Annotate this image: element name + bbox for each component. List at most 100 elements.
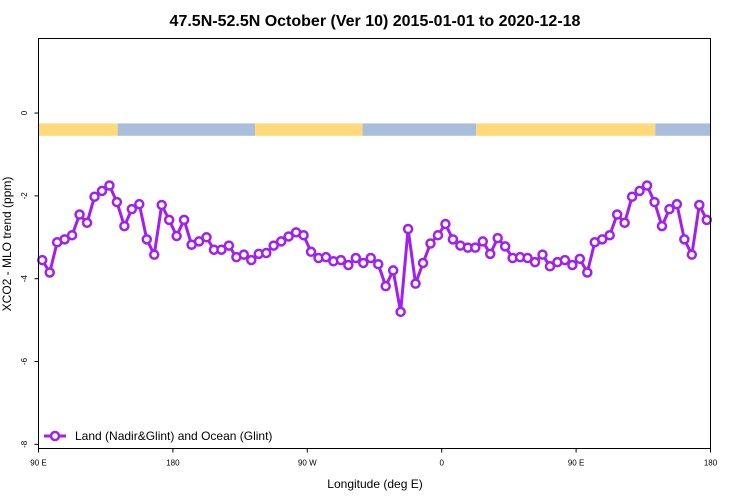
strip-segment-land	[255, 123, 363, 136]
data-point	[604, 229, 615, 241]
data-point	[664, 203, 675, 215]
data-point	[89, 191, 100, 202]
data-point	[343, 259, 354, 271]
data-point	[201, 232, 212, 243]
data-point	[81, 217, 93, 229]
strip-segment-land	[476, 123, 656, 136]
data-point	[611, 209, 623, 220]
data-point	[223, 240, 235, 251]
x-tick-label: 90 W	[298, 459, 317, 468]
legend-marker-sample	[49, 430, 61, 442]
surface-type-strip	[38, 123, 711, 136]
data-point	[96, 185, 108, 197]
x-axis: 90 E 180 90 W 0 90 E 180	[30, 448, 718, 468]
x-tick-label: 90 E	[568, 459, 584, 468]
data-point	[59, 234, 70, 245]
data-point	[387, 265, 399, 276]
x-tick-label: 180	[166, 459, 180, 468]
data-point	[365, 252, 377, 264]
data-point	[649, 196, 660, 208]
data-point	[141, 234, 153, 245]
data-point	[372, 258, 384, 270]
data-point	[111, 196, 123, 208]
data-point	[148, 249, 160, 260]
data-point	[126, 203, 138, 215]
data-point	[178, 214, 190, 226]
data-point	[216, 244, 227, 255]
data-point	[275, 236, 287, 247]
y-tick-label: -2	[20, 192, 29, 200]
data-point	[119, 220, 130, 232]
strip-segment-ocean	[655, 123, 711, 136]
y-tick-label: 0	[20, 110, 29, 115]
data-point	[410, 278, 421, 289]
strip-segment-ocean	[362, 123, 477, 136]
data-point	[582, 267, 593, 278]
data-point	[470, 242, 481, 253]
legend: Land (Nadir&Glint) and Ocean (Glint)	[44, 429, 272, 443]
y-axis: 0 -2 -4 -6 -8	[20, 110, 39, 448]
data-point	[634, 185, 645, 197]
data-point	[522, 252, 533, 264]
plot-area-frame	[38, 38, 711, 449]
data-point	[537, 249, 548, 260]
data-point	[440, 218, 451, 230]
data-point	[260, 247, 272, 259]
x-tick-label: 90 E	[30, 459, 46, 468]
data-point	[559, 254, 571, 266]
data-point	[671, 198, 683, 210]
data-point	[432, 229, 444, 241]
data-point	[544, 261, 556, 272]
chart-title: 47.5N-52.5N October (Ver 10) 2015-01-01 …	[170, 13, 581, 30]
data-point	[686, 249, 698, 260]
data-point	[305, 246, 317, 258]
data-point	[529, 256, 541, 268]
data-point	[484, 248, 496, 260]
data-point	[417, 257, 429, 269]
data-point	[380, 280, 391, 292]
data-point	[596, 234, 608, 245]
y-tick-label: -4	[20, 275, 29, 283]
x-axis-label: Longitude (deg E)	[327, 477, 422, 491]
x-tick-label: 0	[439, 459, 444, 468]
data-point	[320, 251, 332, 263]
y-tick-label: -8	[20, 440, 29, 448]
data-point	[567, 259, 578, 271]
data-point	[66, 229, 78, 241]
data-point	[477, 236, 489, 247]
data-point	[694, 199, 705, 211]
data-point	[350, 252, 362, 264]
data-point	[283, 231, 294, 242]
legend-entry-label: Land (Nadir&Glint) and Ocean (Glint)	[75, 429, 272, 443]
data-point	[335, 254, 347, 266]
x-tick-label: 180	[704, 459, 718, 468]
strip-segment-land	[38, 123, 118, 136]
data-point	[358, 257, 369, 269]
data-point	[499, 241, 511, 252]
data-point	[156, 199, 167, 211]
data-point	[641, 180, 653, 191]
data-point	[395, 306, 406, 318]
data-point	[656, 220, 668, 232]
data-point	[44, 267, 55, 278]
strip-segment-ocean	[117, 123, 256, 136]
data-point	[104, 180, 115, 191]
data-point	[492, 232, 503, 244]
data-point	[238, 249, 250, 260]
data-point	[163, 214, 175, 226]
data-point	[74, 209, 85, 220]
data-point	[402, 223, 414, 235]
data-point	[447, 234, 459, 245]
data-point	[134, 198, 145, 210]
data-point	[701, 214, 713, 226]
data-point	[298, 229, 309, 241]
data-point	[171, 230, 182, 242]
data-point	[268, 240, 279, 251]
data-point	[679, 234, 690, 245]
y-tick-label: -6	[20, 357, 29, 365]
y-axis-label: XCO2 - MLO trend (ppm)	[0, 177, 14, 312]
data-point	[425, 238, 436, 249]
series-layer	[36, 180, 713, 318]
data-point	[574, 253, 586, 265]
